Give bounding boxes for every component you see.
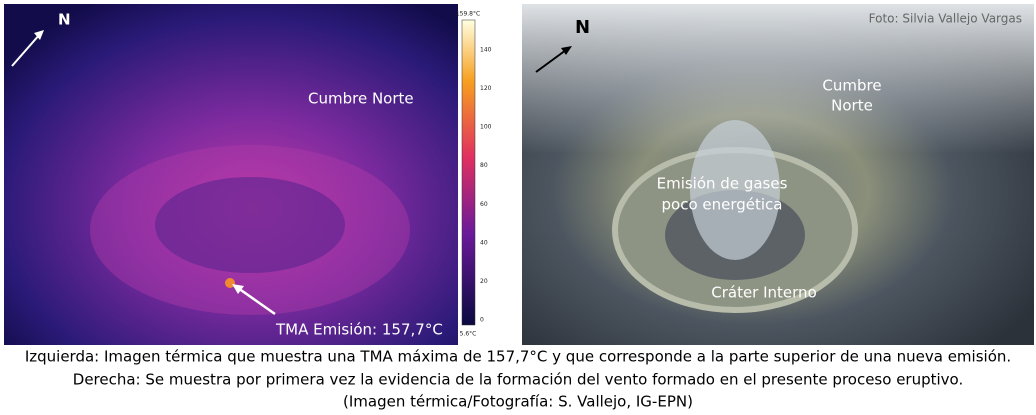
colorbar-tick: 40 bbox=[480, 239, 488, 246]
emission-label: TMA Emisión: 157,7°C bbox=[275, 321, 443, 339]
caption-line: (Imagen térmica/Fotografía: S. Vallejo, … bbox=[343, 393, 693, 411]
colorbar-tick: 60 bbox=[480, 201, 488, 208]
colorbar-tick: 100 bbox=[480, 124, 492, 131]
colorbar-tick: 0 bbox=[480, 317, 484, 324]
colorbar-tick: 140 bbox=[480, 47, 492, 54]
north-label: N bbox=[58, 11, 71, 29]
colorbar-tick: 120 bbox=[480, 85, 492, 92]
summit-label: Cumbre bbox=[822, 77, 881, 95]
crater-label: Cráter Interno bbox=[711, 284, 817, 302]
photo-image: N Foto: Silvia Vallejo Vargas Cumbre Nor… bbox=[522, 4, 1034, 345]
photo-credit: Foto: Silvia Vallejo Vargas bbox=[869, 12, 1022, 26]
colorbar-tick: 80 bbox=[480, 162, 488, 169]
summit-label: Norte bbox=[831, 97, 873, 115]
thermal-image: N Cumbre Norte TMA Emisión: 157,7°C bbox=[4, 4, 458, 345]
summit-label: Cumbre Norte bbox=[308, 90, 414, 108]
colorbar-tick: 20 bbox=[480, 278, 488, 285]
emission-label: Emisión de gases bbox=[657, 175, 788, 193]
caption-line: Derecha: Se muestra por primera vez la e… bbox=[73, 371, 963, 389]
colorbar: 159.8°C 5.6°C 140 120 100 80 60 40 20 0 bbox=[456, 11, 492, 338]
colorbar-min: 5.6°C bbox=[460, 331, 477, 338]
north-label: N bbox=[575, 17, 590, 38]
colorbar-max: 159.8°C bbox=[456, 11, 480, 18]
caption-line: Izquierda: Imagen térmica que muestra un… bbox=[25, 348, 1011, 366]
emission-label: poco energética bbox=[662, 196, 783, 214]
